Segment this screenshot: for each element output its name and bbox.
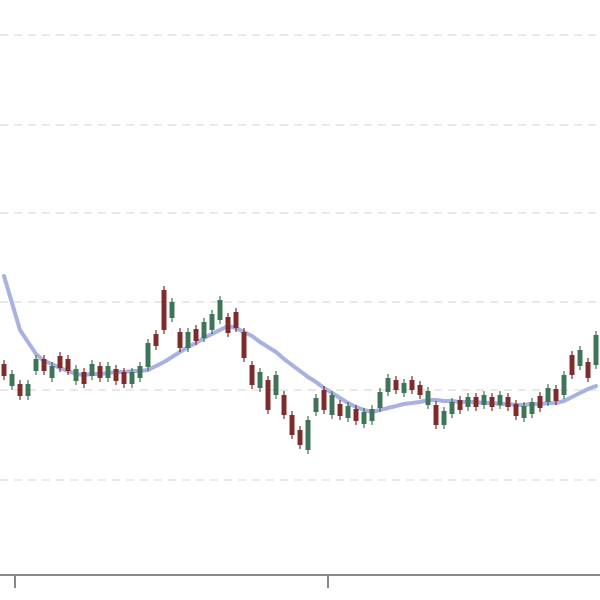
candle-body xyxy=(225,317,231,333)
candle-body xyxy=(49,366,55,378)
candle-body xyxy=(337,404,343,416)
candle-body xyxy=(321,390,327,410)
candle-body xyxy=(569,355,575,375)
candle-body xyxy=(313,398,319,412)
candle-body xyxy=(281,395,287,415)
candle-body xyxy=(513,404,519,416)
candle-body xyxy=(505,397,511,407)
candle-body xyxy=(1,364,7,376)
candle-body xyxy=(433,405,439,425)
candle-body xyxy=(377,392,383,408)
candle-body xyxy=(193,329,199,341)
candle-body xyxy=(521,406,527,418)
candle-body xyxy=(369,409,375,421)
candle-body xyxy=(209,314,215,330)
candle-body xyxy=(57,356,63,368)
candle-body xyxy=(249,365,255,385)
candle-body xyxy=(81,372,87,384)
candle-body xyxy=(585,362,591,378)
candle-body xyxy=(417,385,423,395)
candle-body xyxy=(145,343,151,367)
candle-body xyxy=(25,384,31,396)
candle-body xyxy=(241,332,247,358)
candle-body xyxy=(289,415,295,435)
candle-body xyxy=(545,388,551,402)
candle-body xyxy=(201,322,207,338)
candle-body xyxy=(73,369,79,381)
candle-body xyxy=(177,332,183,348)
candle-body xyxy=(385,378,391,392)
candle-body xyxy=(401,383,407,393)
candle-body xyxy=(489,397,495,407)
candle-body xyxy=(297,430,303,445)
candle-body xyxy=(97,366,103,378)
candle-body xyxy=(89,364,95,376)
candle-body xyxy=(137,366,143,378)
candle-body xyxy=(105,366,111,378)
candle-body xyxy=(465,397,471,407)
candle-body xyxy=(441,411,447,425)
candle-body xyxy=(129,372,135,384)
candle-body xyxy=(329,395,335,415)
candle-body xyxy=(153,334,159,346)
candle-body xyxy=(121,372,127,384)
candle-body xyxy=(233,312,239,328)
candle-body xyxy=(553,389,559,401)
candle-body xyxy=(185,332,191,348)
candle-body xyxy=(473,397,479,407)
candle-body xyxy=(577,350,583,366)
candle-body xyxy=(257,372,263,388)
candle-body xyxy=(65,359,71,371)
candle-body xyxy=(481,395,487,405)
candle-body xyxy=(273,375,279,395)
candle-body xyxy=(353,409,359,421)
candle-body xyxy=(161,290,167,330)
candle-body xyxy=(425,391,431,405)
candle-body xyxy=(593,335,599,365)
candle-body xyxy=(9,374,15,386)
candle-body xyxy=(113,369,119,381)
candle-body xyxy=(217,300,223,320)
moving-average-line xyxy=(2,274,598,414)
candle-body xyxy=(305,420,311,450)
candle-body xyxy=(457,400,463,410)
candle-body xyxy=(449,402,455,414)
candle-body xyxy=(361,412,367,424)
candle-body xyxy=(393,380,399,390)
candle-body xyxy=(169,302,175,318)
candle-body xyxy=(41,359,47,371)
candle-body xyxy=(17,384,23,396)
candle-body xyxy=(537,396,543,408)
candle-body xyxy=(345,406,351,418)
candle-body xyxy=(529,402,535,414)
candle-body xyxy=(497,395,503,405)
candle-body xyxy=(33,359,39,371)
candle-body xyxy=(265,380,271,410)
candle-body xyxy=(561,375,567,395)
candle-body xyxy=(409,380,415,390)
